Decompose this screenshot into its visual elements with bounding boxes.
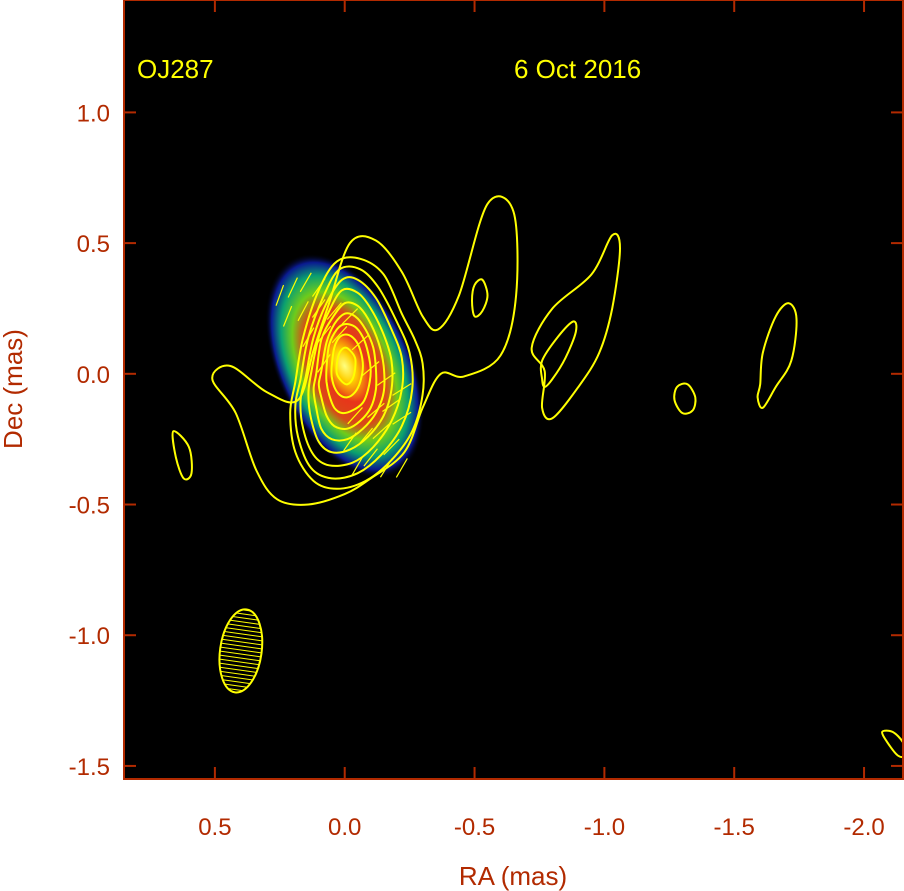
- evpa-vector-24: [343, 432, 357, 452]
- evpa-vector-14: [317, 354, 331, 373]
- y-tick-label: 0.5: [77, 231, 110, 258]
- evpa-vector-11: [316, 325, 332, 344]
- evpa-vector-1: [275, 284, 285, 306]
- plot-frame: [123, 0, 904, 780]
- y-tick-label: 0.0: [77, 362, 110, 389]
- contour-14: [673, 382, 697, 415]
- evpa-vector-2: [287, 277, 298, 298]
- evpa-vector-20: [347, 407, 363, 425]
- evpa-vector-5: [282, 305, 293, 327]
- contour-2: [289, 256, 425, 490]
- evpa-vector-21: [392, 411, 412, 425]
- contour-11: [470, 278, 489, 318]
- contour-3: [294, 265, 414, 480]
- y-tick-label: 1.0: [77, 100, 110, 127]
- evpa-vector-18: [382, 398, 401, 412]
- y-tick-label: -0.5: [69, 493, 110, 520]
- y-axis-title: Dec (mas): [0, 329, 28, 449]
- evpa-vector-6: [297, 301, 309, 322]
- evpa-vector-8: [326, 302, 342, 320]
- y-tick-label: -1.0: [69, 623, 110, 650]
- contour-10: [335, 346, 357, 386]
- evpa-vector-7: [311, 299, 326, 318]
- evpa-vector-layer: [275, 272, 412, 478]
- x-tick-label: 0.0: [328, 814, 361, 841]
- contour-8: [325, 323, 372, 415]
- evpa-vector-13: [351, 334, 369, 351]
- evpa-vector-23: [357, 427, 374, 446]
- beam-ellipse: [218, 608, 264, 694]
- evpa-vector-9: [341, 308, 359, 325]
- evpa-vector-27: [379, 458, 393, 478]
- contour-16: [171, 430, 193, 481]
- contour-15: [756, 302, 798, 410]
- source-name-label: OJ287: [137, 54, 214, 84]
- contour-layer: [171, 195, 904, 759]
- contour-5: [307, 287, 394, 454]
- core-intensity-map: [265, 253, 425, 479]
- x-tick-label: -1.0: [584, 814, 625, 841]
- y-tick-label: -1.5: [69, 754, 110, 781]
- evpa-vector-22: [372, 423, 390, 440]
- evpa-vector-19: [367, 402, 385, 418]
- axis-ticks: 0.5 0.0 -0.5 -1.0 -1.5 -2.0 1.0 0.5 0.0 -0.5 -1.0 -…: [69, 0, 903, 841]
- x-tick-label: -1.5: [714, 814, 755, 841]
- evpa-vector-29: [351, 455, 364, 476]
- evpa-vector-10: [302, 327, 315, 348]
- x-tick-label: 0.5: [198, 814, 231, 841]
- contour-17: [881, 729, 904, 759]
- contour-7: [317, 312, 378, 430]
- contour-13: [539, 320, 578, 388]
- observation-date-label: 6 Oct 2016: [514, 54, 641, 84]
- x-axis-title: RA (mas): [459, 861, 567, 891]
- evpa-vector-25: [383, 438, 400, 456]
- contour-6: [312, 301, 386, 442]
- evpa-vector-12: [331, 326, 348, 344]
- evpa-vector-17: [392, 383, 412, 396]
- evpa-vector-3: [299, 272, 312, 293]
- evpa-vector-26: [363, 448, 378, 467]
- evpa-vector-4: [311, 278, 326, 297]
- evpa-vector-15: [361, 361, 380, 377]
- x-tick-label: -0.5: [454, 814, 495, 841]
- x-tick-label: -2.0: [843, 814, 884, 841]
- evpa-vector-16: [376, 372, 396, 386]
- evpa-vector-28: [395, 458, 408, 478]
- contour-12: [530, 232, 622, 421]
- contour-9: [330, 333, 364, 399]
